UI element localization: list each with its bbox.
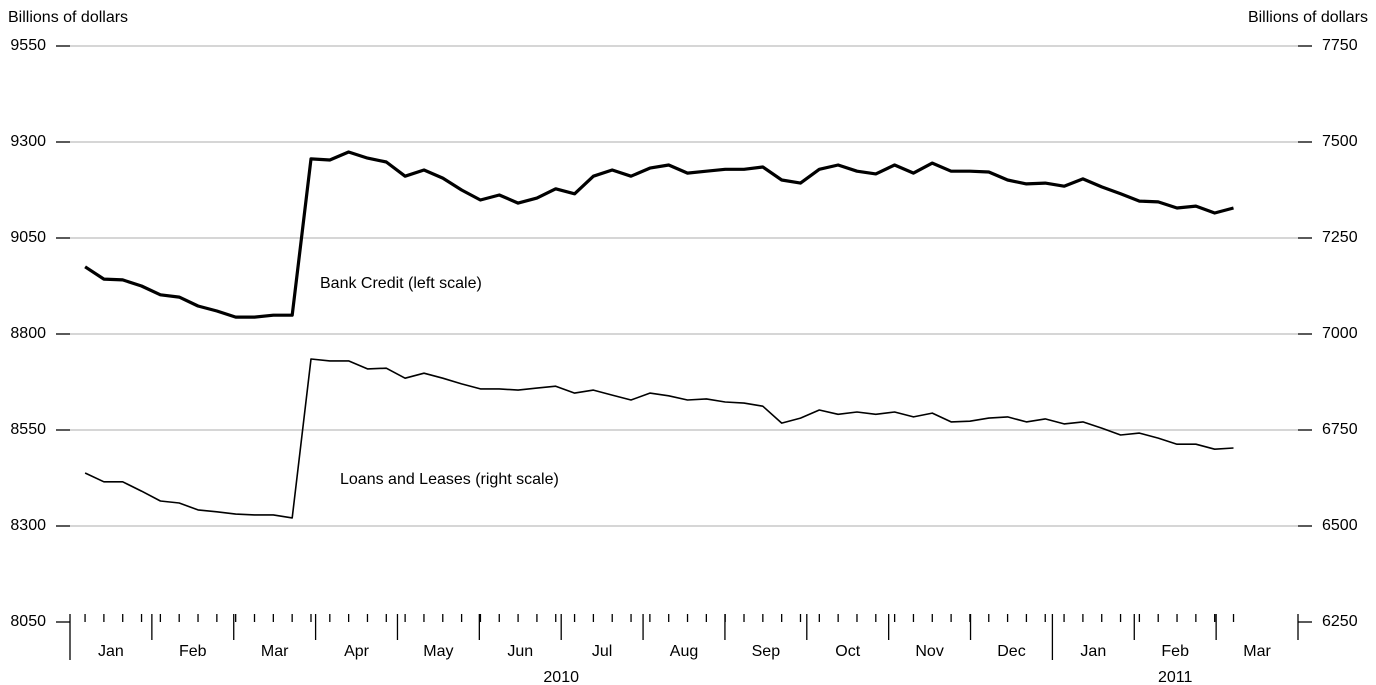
y-tick-label: 9300 xyxy=(10,133,46,150)
x-tick-label: Feb xyxy=(179,643,207,660)
y-tick-label: 9050 xyxy=(10,229,46,246)
y2-tick-label: 7500 xyxy=(1322,133,1358,150)
y2-axis-label: Billions of dollars xyxy=(1248,9,1368,26)
series-label: Bank Credit (left scale) xyxy=(320,275,482,292)
x-tick-label: Jun xyxy=(507,643,533,660)
x-tick-label: Dec xyxy=(997,643,1025,660)
x-tick-label: Aug xyxy=(670,643,698,660)
y2-tick-label: 6500 xyxy=(1322,517,1358,534)
x-tick-label: Mar xyxy=(261,643,289,660)
series-line xyxy=(84,358,1234,519)
x-tick-label: Feb xyxy=(1161,643,1189,660)
x-tick-label: Sep xyxy=(752,643,781,660)
x-tick-label: Mar xyxy=(1243,643,1271,660)
y-tick-label: 9550 xyxy=(10,37,46,54)
series-label: Loans and Leases (right scale) xyxy=(340,471,559,488)
y2-tick-label: 6750 xyxy=(1322,421,1358,438)
x-tick-label: Jan xyxy=(1080,643,1106,660)
y2-tick-label: 7250 xyxy=(1322,229,1358,246)
series-line xyxy=(84,150,1234,319)
y-axis-label: Billions of dollars xyxy=(8,9,128,26)
y-tick-label: 8300 xyxy=(10,517,46,534)
x-tick-label: May xyxy=(423,643,453,660)
y2-tick-label: 6250 xyxy=(1322,613,1358,630)
y-tick-label: 8050 xyxy=(10,613,46,630)
year-label: 2010 xyxy=(543,669,579,685)
x-tick-label: Jul xyxy=(592,643,612,660)
x-tick-label: Oct xyxy=(835,643,860,660)
y-tick-label: 8800 xyxy=(10,325,46,342)
x-tick-label: Apr xyxy=(344,643,370,660)
x-tick-label: Nov xyxy=(915,643,943,660)
y2-tick-label: 7750 xyxy=(1322,37,1358,54)
y2-tick-label: 7000 xyxy=(1322,325,1358,342)
y-tick-label: 8550 xyxy=(10,421,46,438)
x-tick-label: Jan xyxy=(98,643,124,660)
year-label: 2011 xyxy=(1158,669,1193,685)
